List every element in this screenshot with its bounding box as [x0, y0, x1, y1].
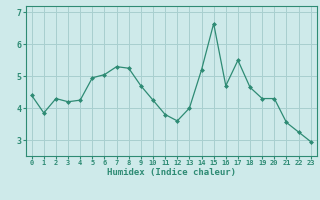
X-axis label: Humidex (Indice chaleur): Humidex (Indice chaleur) [107, 168, 236, 177]
